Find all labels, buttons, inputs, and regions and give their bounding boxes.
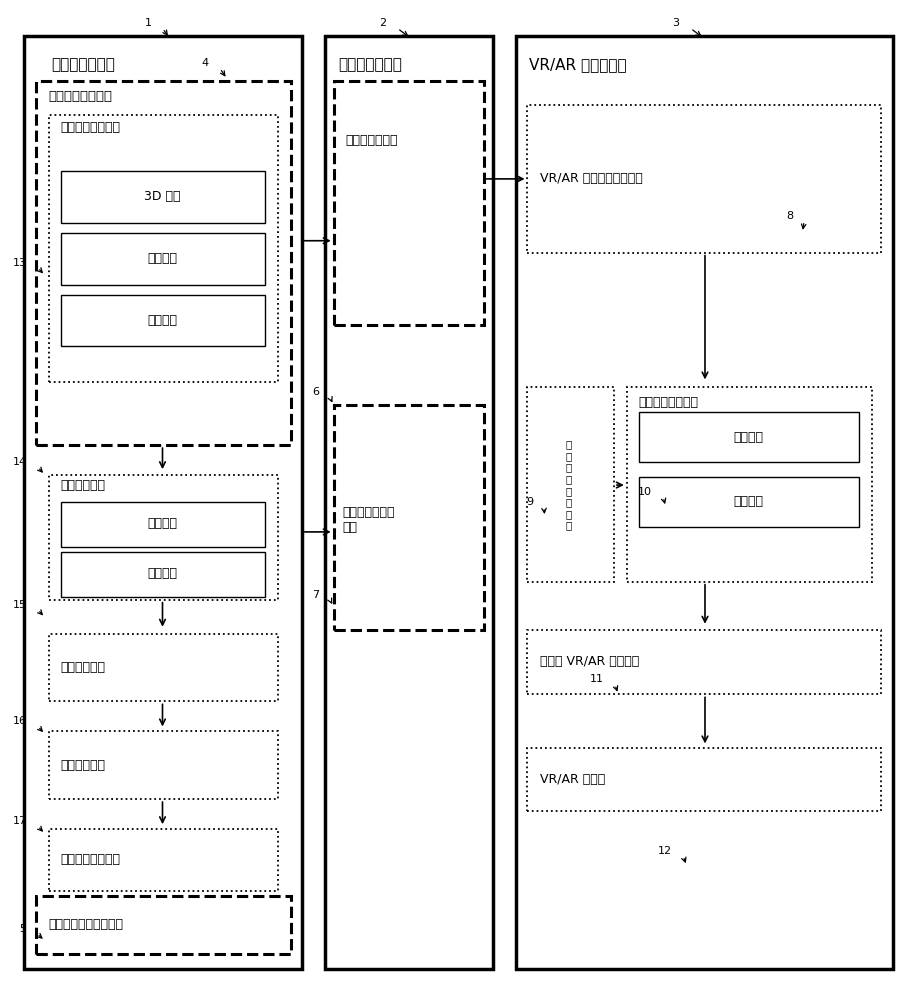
Text: 精细化 VR/AR 展示模块: 精细化 VR/AR 展示模块 [540,655,639,668]
Bar [36,896,291,954]
Text: 三维模型构建单元: 三维模型构建单元 [60,853,121,866]
Text: 3D 扫描: 3D 扫描 [144,190,181,203]
Text: 检修技术知识数
据库: 检修技术知识数 据库 [342,506,395,534]
Bar [626,387,873,582]
Text: 11: 11 [590,675,604,685]
Text: 光影展示: 光影展示 [734,495,763,508]
Text: 兼容分析: 兼容分析 [148,567,177,580]
Bar [638,477,859,527]
Text: 8: 8 [786,211,793,221]
Text: 图像匹配单元: 图像匹配单元 [60,759,106,772]
Text: 检修技术知识采集模块: 检修技术知识采集模块 [48,918,124,931]
Bar [60,171,266,223]
Bar [36,81,291,445]
Text: 10: 10 [638,487,652,497]
Bar [48,634,278,701]
Bar [333,405,484,630]
Text: VR/AR 显示器: VR/AR 显示器 [540,773,605,786]
Text: 三维数据采集单元: 三维数据采集单元 [60,121,121,134]
Bar [60,502,266,547]
Bar [638,412,859,462]
Text: 人工绘制: 人工绘制 [148,314,177,327]
Bar [528,748,881,811]
Text: 5: 5 [19,924,26,934]
Bar [60,552,266,597]
Text: 9: 9 [526,497,533,507]
Text: VR/AR 显示功能块: VR/AR 显示功能块 [530,57,627,72]
Bar [48,731,278,799]
Text: 数据分析单元: 数据分析单元 [60,479,106,492]
Text: 图像识别单元: 图像识别单元 [60,661,106,674]
Bar [333,81,484,325]
Text: 数据存储功能块: 数据存储功能块 [338,57,402,72]
Text: 摄影测量: 摄影测量 [148,252,177,265]
Text: 15: 15 [13,600,26,610]
Text: VR/AR 智能快速建模单元: VR/AR 智能快速建模单元 [540,172,643,185]
Bar [528,105,881,253]
Text: 数据采集功能块: 数据采集功能块 [51,57,115,72]
Bar [516,36,894,969]
Bar [48,115,278,382]
Text: 关联分析: 关联分析 [148,517,177,530]
Text: 17: 17 [13,816,26,826]
Text: 场景真实还原单元: 场景真实还原单元 [638,396,698,409]
Text: 三维模型数据库: 三维模型数据库 [345,134,398,147]
Text: 6: 6 [312,387,319,397]
Text: 1: 1 [144,18,152,28]
Bar [324,36,493,969]
Text: 模
型
热
点
互
动
单
元: 模 型 热 点 互 动 单 元 [565,439,572,531]
Bar [48,829,278,891]
Bar [528,387,614,582]
Text: 14: 14 [13,457,26,467]
Text: 三维数据采集模块: 三维数据采集模块 [48,90,112,103]
Bar [24,36,302,969]
Text: 13: 13 [13,258,26,268]
Text: 4: 4 [202,58,209,68]
Text: 12: 12 [658,846,672,856]
Text: 16: 16 [13,716,26,726]
Bar [528,630,881,694]
Text: 7: 7 [312,590,319,600]
Text: 红外定位: 红外定位 [734,431,763,444]
Bar [60,295,266,346]
Text: 3: 3 [673,18,679,28]
Text: 2: 2 [379,18,386,28]
Bar [48,475,278,600]
Bar [60,233,266,285]
